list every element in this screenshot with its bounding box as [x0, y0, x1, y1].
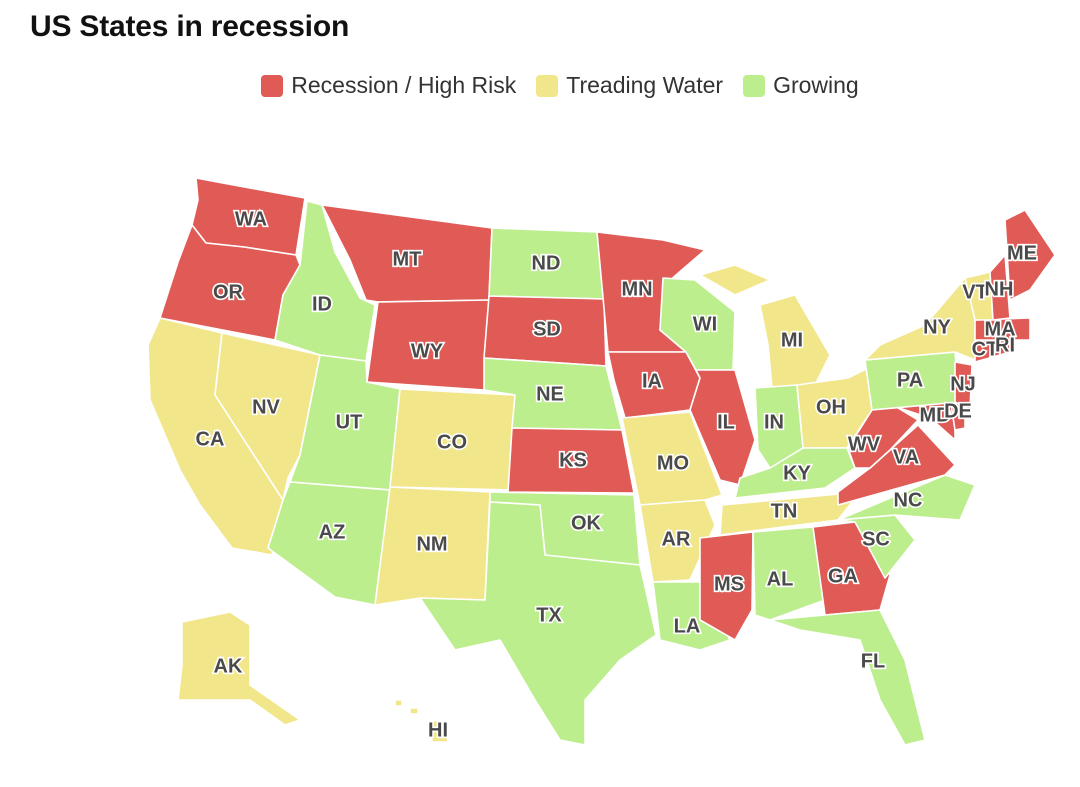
state-me[interactable] [1004, 209, 1056, 301]
state-ms[interactable] [699, 531, 754, 641]
state-label-il: IL [717, 411, 735, 433]
state-il[interactable] [689, 369, 756, 486]
state-label-tx: TX [536, 604, 562, 626]
state-label-wi: WI [693, 313, 717, 335]
state-label-pa: PA [897, 369, 923, 391]
state-label-tn: TN [771, 500, 798, 522]
state-label-ct: CT [972, 338, 999, 360]
state-label-ms: MS [714, 573, 744, 595]
legend-swatch-recession [261, 74, 284, 97]
legend-swatch-treading [536, 74, 559, 97]
state-label-al: AL [767, 568, 794, 590]
state-label-wa: WA [235, 208, 267, 230]
page-title: US States in recession [30, 10, 350, 43]
legend-item-growing[interactable]: Growing [743, 72, 859, 99]
state-nh[interactable] [989, 254, 1011, 321]
state-label-wy: WY [411, 340, 444, 362]
state-label-ut: UT [336, 411, 363, 433]
state-label-hi: HI [428, 719, 448, 741]
state-label-va: VA [893, 446, 919, 468]
legend-label-growing: Growing [773, 72, 859, 98]
legend-item-recession[interactable]: Recession / High Risk [261, 72, 516, 99]
state-label-ks: KS [559, 449, 587, 471]
state-label-ky: KY [783, 462, 811, 484]
state-nc[interactable] [837, 474, 976, 521]
state-label-mt: MT [393, 248, 422, 270]
state-ks[interactable] [507, 427, 635, 494]
state-fl[interactable] [769, 609, 926, 746]
state-label-me: ME [1007, 242, 1037, 264]
legend-item-treading[interactable]: Treading Water [536, 72, 723, 99]
state-label-ak: AK [214, 655, 243, 677]
state-label-nc: NC [894, 489, 923, 511]
state-label-md: MD [919, 404, 950, 426]
state-hi[interactable] [394, 699, 449, 743]
state-label-mo: MO [657, 452, 689, 474]
state-label-ne: NE [536, 383, 564, 405]
state-ga[interactable] [812, 521, 891, 616]
state-label-in: IN [764, 411, 784, 433]
state-label-mn: MN [621, 278, 652, 300]
state-label-ar: AR [662, 528, 691, 550]
legend-label-recession: Recession / High Risk [291, 72, 517, 98]
state-label-ia: IA [642, 370, 662, 392]
state-label-or: OR [213, 281, 244, 303]
state-ma[interactable] [974, 317, 1031, 341]
state-label-ok: OK [571, 512, 602, 534]
state-label-ga: GA [828, 565, 858, 587]
state-label-nv: NV [252, 396, 280, 418]
state-label-az: AZ [319, 521, 346, 543]
legend-swatch-growing [743, 74, 766, 97]
state-label-nm: NM [416, 533, 447, 555]
state-label-sc: SC [862, 528, 890, 550]
states-layer [147, 177, 1056, 746]
state-label-vt: VT [962, 281, 988, 303]
state-label-oh: OH [816, 396, 846, 418]
state-label-wv: WV [848, 433, 881, 455]
state-ak[interactable] [177, 611, 301, 726]
state-la[interactable] [652, 581, 731, 651]
state-label-nd: ND [532, 252, 561, 274]
state-label-ri: RI [995, 334, 1015, 356]
state-nj[interactable] [954, 361, 973, 411]
state-label-fl: FL [861, 650, 885, 672]
state-label-ma: MA [984, 318, 1015, 340]
state-mo[interactable] [621, 411, 723, 506]
state-label-de: DE [944, 400, 972, 422]
state-label-id: ID [312, 293, 332, 315]
state-label-nj: NJ [950, 373, 976, 395]
state-label-mi: MI [781, 329, 803, 351]
state-al[interactable] [752, 526, 826, 621]
state-label-la: LA [674, 615, 701, 637]
legend: Recession / High Risk Treading Water Gro… [0, 72, 1080, 99]
state-label-ny: NY [923, 316, 951, 338]
state-label-sd: SD [533, 318, 561, 340]
state-label-nh: NH [985, 278, 1014, 300]
state-label-co: CO [437, 431, 467, 453]
labels-layer: WA OR CA NV ID MT WY UT AZ CO NM ND SD NE KS OK TX MN IA MO… [194, 207, 1039, 743]
state-label-ca: CA [196, 428, 225, 450]
state-az[interactable] [267, 481, 391, 606]
legend-label-treading: Treading Water [566, 72, 724, 98]
state-tx[interactable] [419, 501, 657, 746]
